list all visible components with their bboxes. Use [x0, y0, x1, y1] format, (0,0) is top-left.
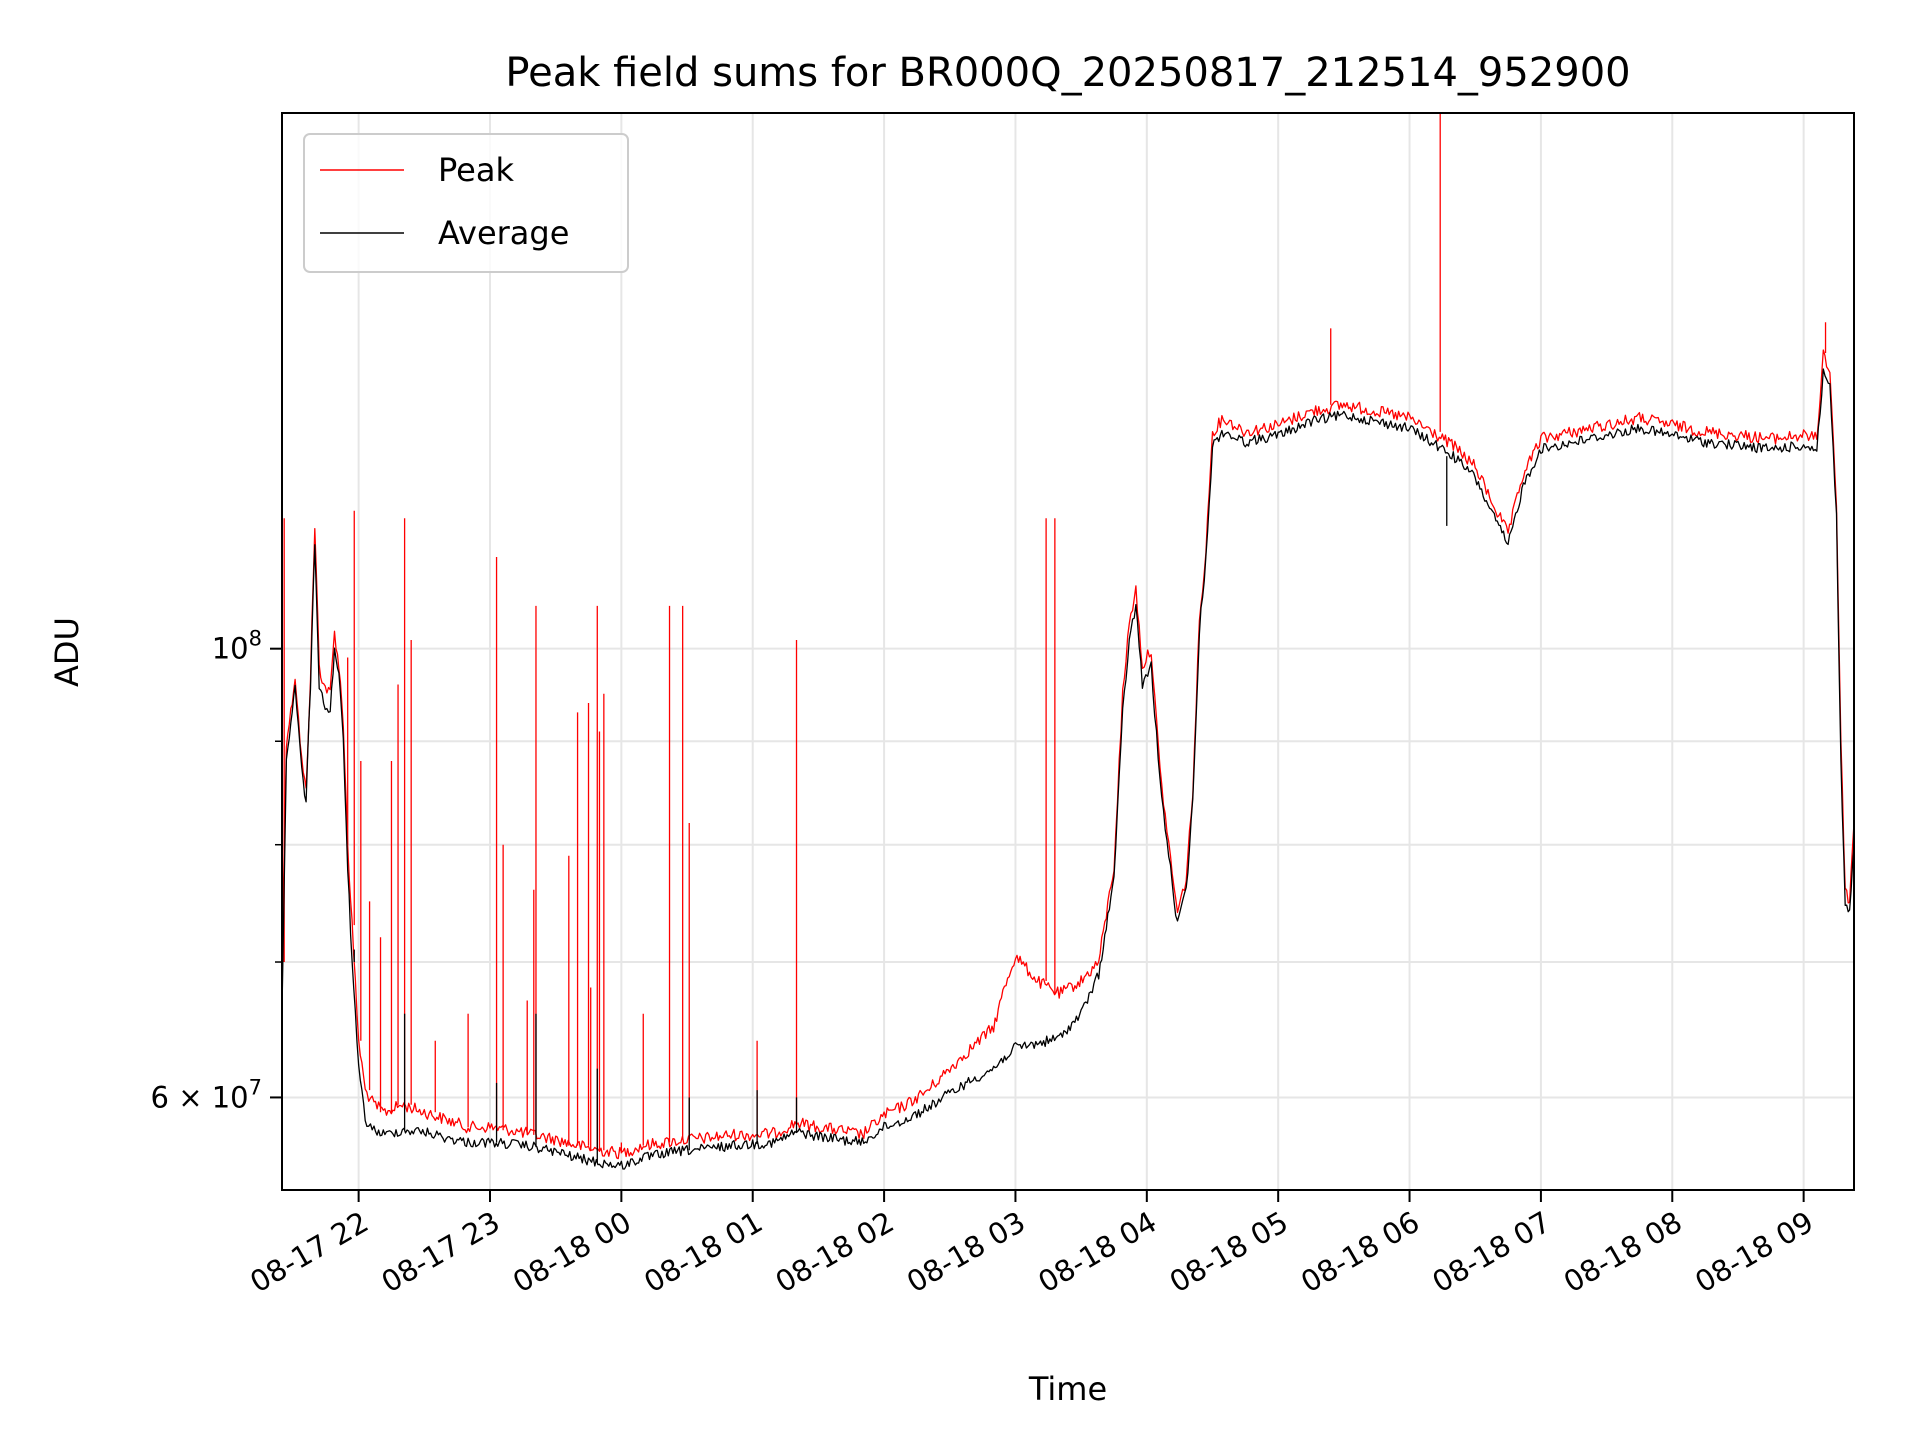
series-line-average	[282, 368, 1854, 1170]
legend-label-average: Average	[438, 214, 569, 252]
legend-box	[303, 133, 629, 273]
y-tick-label: 108	[212, 627, 262, 666]
grid	[282, 113, 1854, 1190]
y-axis-label: ADU	[48, 617, 86, 687]
series-line-peak	[282, 349, 1854, 1160]
plot-frame	[281, 112, 1855, 1191]
legend: Peak Average	[303, 133, 629, 273]
y-axis: 108 6 × 107	[151, 627, 282, 1114]
x-axis-label: Time	[1028, 1370, 1107, 1408]
y-tick-label: 6 × 107	[151, 1075, 262, 1114]
plot-area	[282, 113, 1854, 1170]
legend-label-peak: Peak	[438, 151, 514, 189]
chart-title: Peak field sums for BR000Q_20250817_2125…	[505, 50, 1630, 96]
